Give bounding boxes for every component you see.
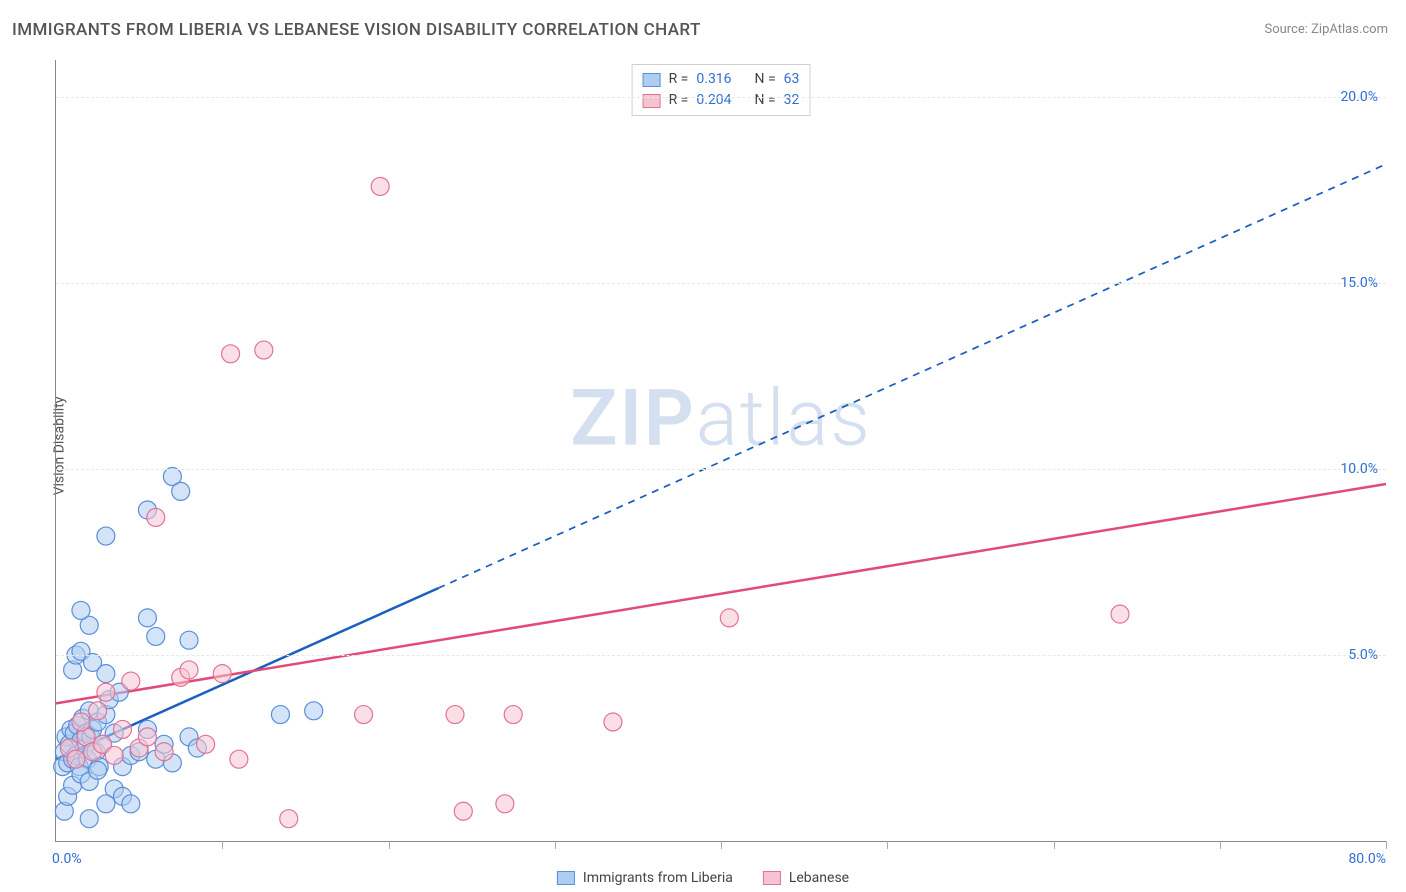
data-point	[197, 735, 215, 753]
r-label: R =	[669, 69, 689, 90]
stats-row-series-a: R = 0.316 N = 63	[643, 69, 800, 90]
data-point	[138, 728, 156, 746]
stats-row-series-b: R = 0.204 N = 32	[643, 90, 800, 111]
data-point	[604, 713, 622, 731]
y-tick-label: 5.0%	[1348, 647, 1378, 663]
data-point	[355, 706, 373, 724]
data-point	[454, 802, 472, 820]
data-point	[371, 177, 389, 195]
data-point	[97, 527, 115, 545]
r-label: R =	[669, 90, 689, 111]
x-tick	[887, 841, 888, 849]
data-point	[504, 706, 522, 724]
data-point	[222, 345, 240, 363]
r-value-a: 0.316	[696, 69, 731, 90]
gridline-h	[56, 283, 1386, 284]
data-point	[147, 627, 165, 645]
y-tick-label: 20.0%	[1340, 89, 1378, 105]
data-point	[1111, 605, 1129, 623]
x-tick	[721, 841, 722, 849]
x-axis-origin-label: 0.0%	[52, 851, 82, 867]
n-label: N =	[755, 90, 776, 111]
legend-swatch-b	[763, 871, 781, 885]
trend-line-dashed	[438, 164, 1386, 588]
x-tick	[1386, 841, 1387, 849]
data-point	[305, 702, 323, 720]
data-point	[230, 750, 248, 768]
data-point	[138, 609, 156, 627]
x-tick	[222, 841, 223, 849]
source-attribution: Source: ZipAtlas.com	[1264, 22, 1388, 37]
swatch-series-b	[643, 94, 661, 108]
data-point	[67, 750, 85, 768]
r-value-b: 0.204	[696, 90, 731, 111]
source-name: ZipAtlas.com	[1311, 22, 1388, 37]
plot-svg	[56, 60, 1386, 841]
x-tick	[1054, 841, 1055, 849]
series-legend: Immigrants from Liberia Lebanese	[557, 870, 849, 886]
data-point	[180, 631, 198, 649]
x-tick	[1220, 841, 1221, 849]
data-point	[105, 746, 123, 764]
data-point	[271, 706, 289, 724]
data-point	[114, 720, 132, 738]
x-axis-max-label: 80.0%	[1348, 851, 1386, 867]
legend-item-a: Immigrants from Liberia	[557, 870, 733, 886]
gridline-h	[56, 655, 1386, 656]
data-point	[213, 665, 231, 683]
y-tick-label: 10.0%	[1340, 461, 1378, 477]
correlation-chart: IMMIGRANTS FROM LIBERIA VS LEBANESE VISI…	[0, 0, 1406, 892]
data-point	[97, 795, 115, 813]
n-value-b: 32	[784, 90, 800, 111]
data-point	[446, 706, 464, 724]
gridline-h	[56, 469, 1386, 470]
data-point	[89, 702, 107, 720]
data-point	[147, 508, 165, 526]
data-point	[720, 609, 738, 627]
legend-item-b: Lebanese	[763, 870, 849, 886]
data-point	[255, 341, 273, 359]
x-tick	[389, 841, 390, 849]
stats-legend-box: R = 0.316 N = 63 R = 0.204 N = 32	[632, 64, 811, 116]
y-tick-label: 15.0%	[1340, 275, 1378, 291]
data-point	[280, 810, 298, 828]
plot-area: ZIPatlas R = 0.316 N = 63 R = 0.204 N = …	[55, 60, 1386, 842]
data-point	[72, 601, 90, 619]
legend-label-b: Lebanese	[789, 870, 849, 886]
n-value-a: 63	[784, 69, 800, 90]
source-label: Source:	[1264, 22, 1311, 37]
chart-title: IMMIGRANTS FROM LIBERIA VS LEBANESE VISI…	[12, 20, 701, 40]
swatch-series-a	[643, 73, 661, 87]
n-label: N =	[755, 69, 776, 90]
gridline-h	[56, 97, 1386, 98]
data-point	[72, 713, 90, 731]
data-point	[89, 761, 107, 779]
data-point	[180, 661, 198, 679]
legend-swatch-a	[557, 871, 575, 885]
data-point	[122, 672, 140, 690]
data-point	[155, 743, 173, 761]
data-point	[80, 810, 98, 828]
data-point	[97, 665, 115, 683]
legend-label-a: Immigrants from Liberia	[583, 870, 733, 886]
data-point	[97, 683, 115, 701]
x-tick	[555, 841, 556, 849]
data-point	[172, 482, 190, 500]
trend-line-solid	[56, 484, 1386, 703]
data-point	[122, 795, 140, 813]
data-point	[496, 795, 514, 813]
